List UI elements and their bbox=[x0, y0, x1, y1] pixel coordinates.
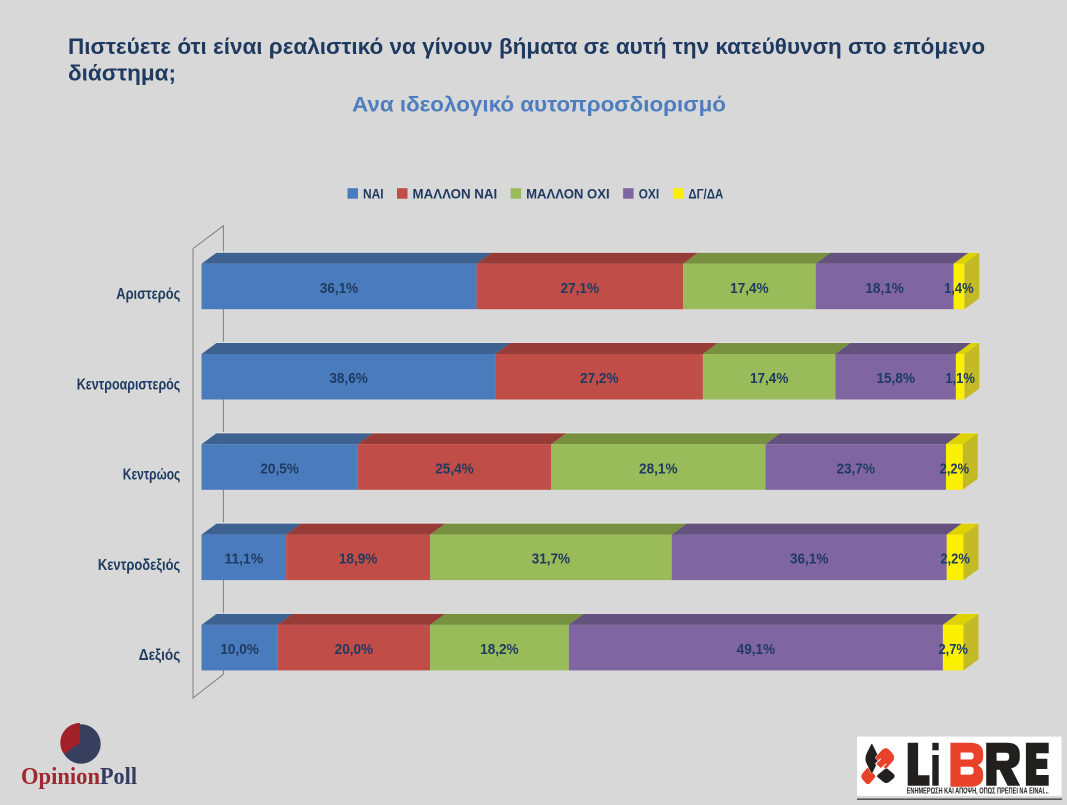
svg-text:2,2%: 2,2% bbox=[940, 460, 970, 477]
svg-text:10,0%: 10,0% bbox=[220, 641, 259, 658]
svg-text:27,1%: 27,1% bbox=[561, 280, 600, 297]
svg-text:ΜΑΛΛΟΝ ΝΑΙ: ΜΑΛΛΟΝ ΝΑΙ bbox=[413, 185, 498, 201]
svg-text:18,1%: 18,1% bbox=[865, 280, 904, 297]
svg-text:23,7%: 23,7% bbox=[836, 460, 875, 477]
svg-text:28,1%: 28,1% bbox=[639, 460, 678, 477]
svg-text:Opinion: Opinion bbox=[21, 763, 100, 790]
svg-text:18,2%: 18,2% bbox=[480, 641, 519, 658]
svg-text:διάστημα;: διάστημα; bbox=[68, 61, 176, 86]
svg-text:17,4%: 17,4% bbox=[730, 280, 769, 297]
svg-text:ΔΓ/ΔΑ: ΔΓ/ΔΑ bbox=[688, 185, 723, 201]
svg-text:ΟΧΙ: ΟΧΙ bbox=[639, 185, 660, 201]
svg-text:1,4%: 1,4% bbox=[944, 280, 974, 297]
svg-text:Κεντροαριστερός: Κεντροαριστερός bbox=[77, 376, 181, 393]
svg-text:Poll: Poll bbox=[100, 763, 137, 790]
svg-text:ΕΝΗΜΕΡΩΣΗ ΚΑΙ ΑΠΟΨΗ, ΟΠΩΣ ΠΡΕΠ: ΕΝΗΜΕΡΩΣΗ ΚΑΙ ΑΠΟΨΗ, ΟΠΩΣ ΠΡΕΠΕΙ ΝΑ ΕΙΝΑ… bbox=[907, 786, 1049, 795]
svg-text:36,1%: 36,1% bbox=[320, 280, 359, 297]
svg-text:17,4%: 17,4% bbox=[750, 370, 789, 387]
svg-text:1,1%: 1,1% bbox=[945, 370, 975, 387]
svg-text:11,1%: 11,1% bbox=[225, 551, 264, 568]
svg-text:20,0%: 20,0% bbox=[335, 641, 374, 658]
svg-text:36,1%: 36,1% bbox=[790, 551, 829, 568]
svg-text:20,5%: 20,5% bbox=[260, 460, 299, 477]
svg-text:31,7%: 31,7% bbox=[532, 551, 571, 568]
svg-text:Αριστερός: Αριστερός bbox=[116, 286, 180, 303]
svg-text:Πιστεύετε ότι είναι ρεαλιστικό: Πιστεύετε ότι είναι ρεαλιστικό να γίνουν… bbox=[68, 34, 985, 59]
svg-text:ΝΑΙ: ΝΑΙ bbox=[363, 185, 384, 201]
svg-text:18,9%: 18,9% bbox=[339, 551, 378, 568]
svg-text:25,4%: 25,4% bbox=[435, 460, 474, 477]
svg-text:Ανα ιδεολογικό αυτοπροσδιορισμ: Ανα ιδεολογικό αυτοπροσδιορισμό bbox=[352, 93, 726, 116]
svg-text:Κεντροδεξιός: Κεντροδεξιός bbox=[98, 557, 180, 574]
svg-text:15,8%: 15,8% bbox=[876, 370, 915, 387]
svg-text:38,6%: 38,6% bbox=[329, 370, 368, 387]
svg-text:27,2%: 27,2% bbox=[580, 370, 619, 387]
svg-text:2,2%: 2,2% bbox=[940, 551, 970, 568]
svg-text:2,7%: 2,7% bbox=[938, 641, 968, 658]
svg-text:ΜΑΛΛΟΝ ΟΧΙ: ΜΑΛΛΟΝ ΟΧΙ bbox=[526, 185, 610, 201]
svg-text:49,1%: 49,1% bbox=[737, 641, 776, 658]
svg-text:Κεντρώος: Κεντρώος bbox=[123, 467, 181, 484]
svg-text:Δεξιός: Δεξιός bbox=[139, 647, 181, 664]
